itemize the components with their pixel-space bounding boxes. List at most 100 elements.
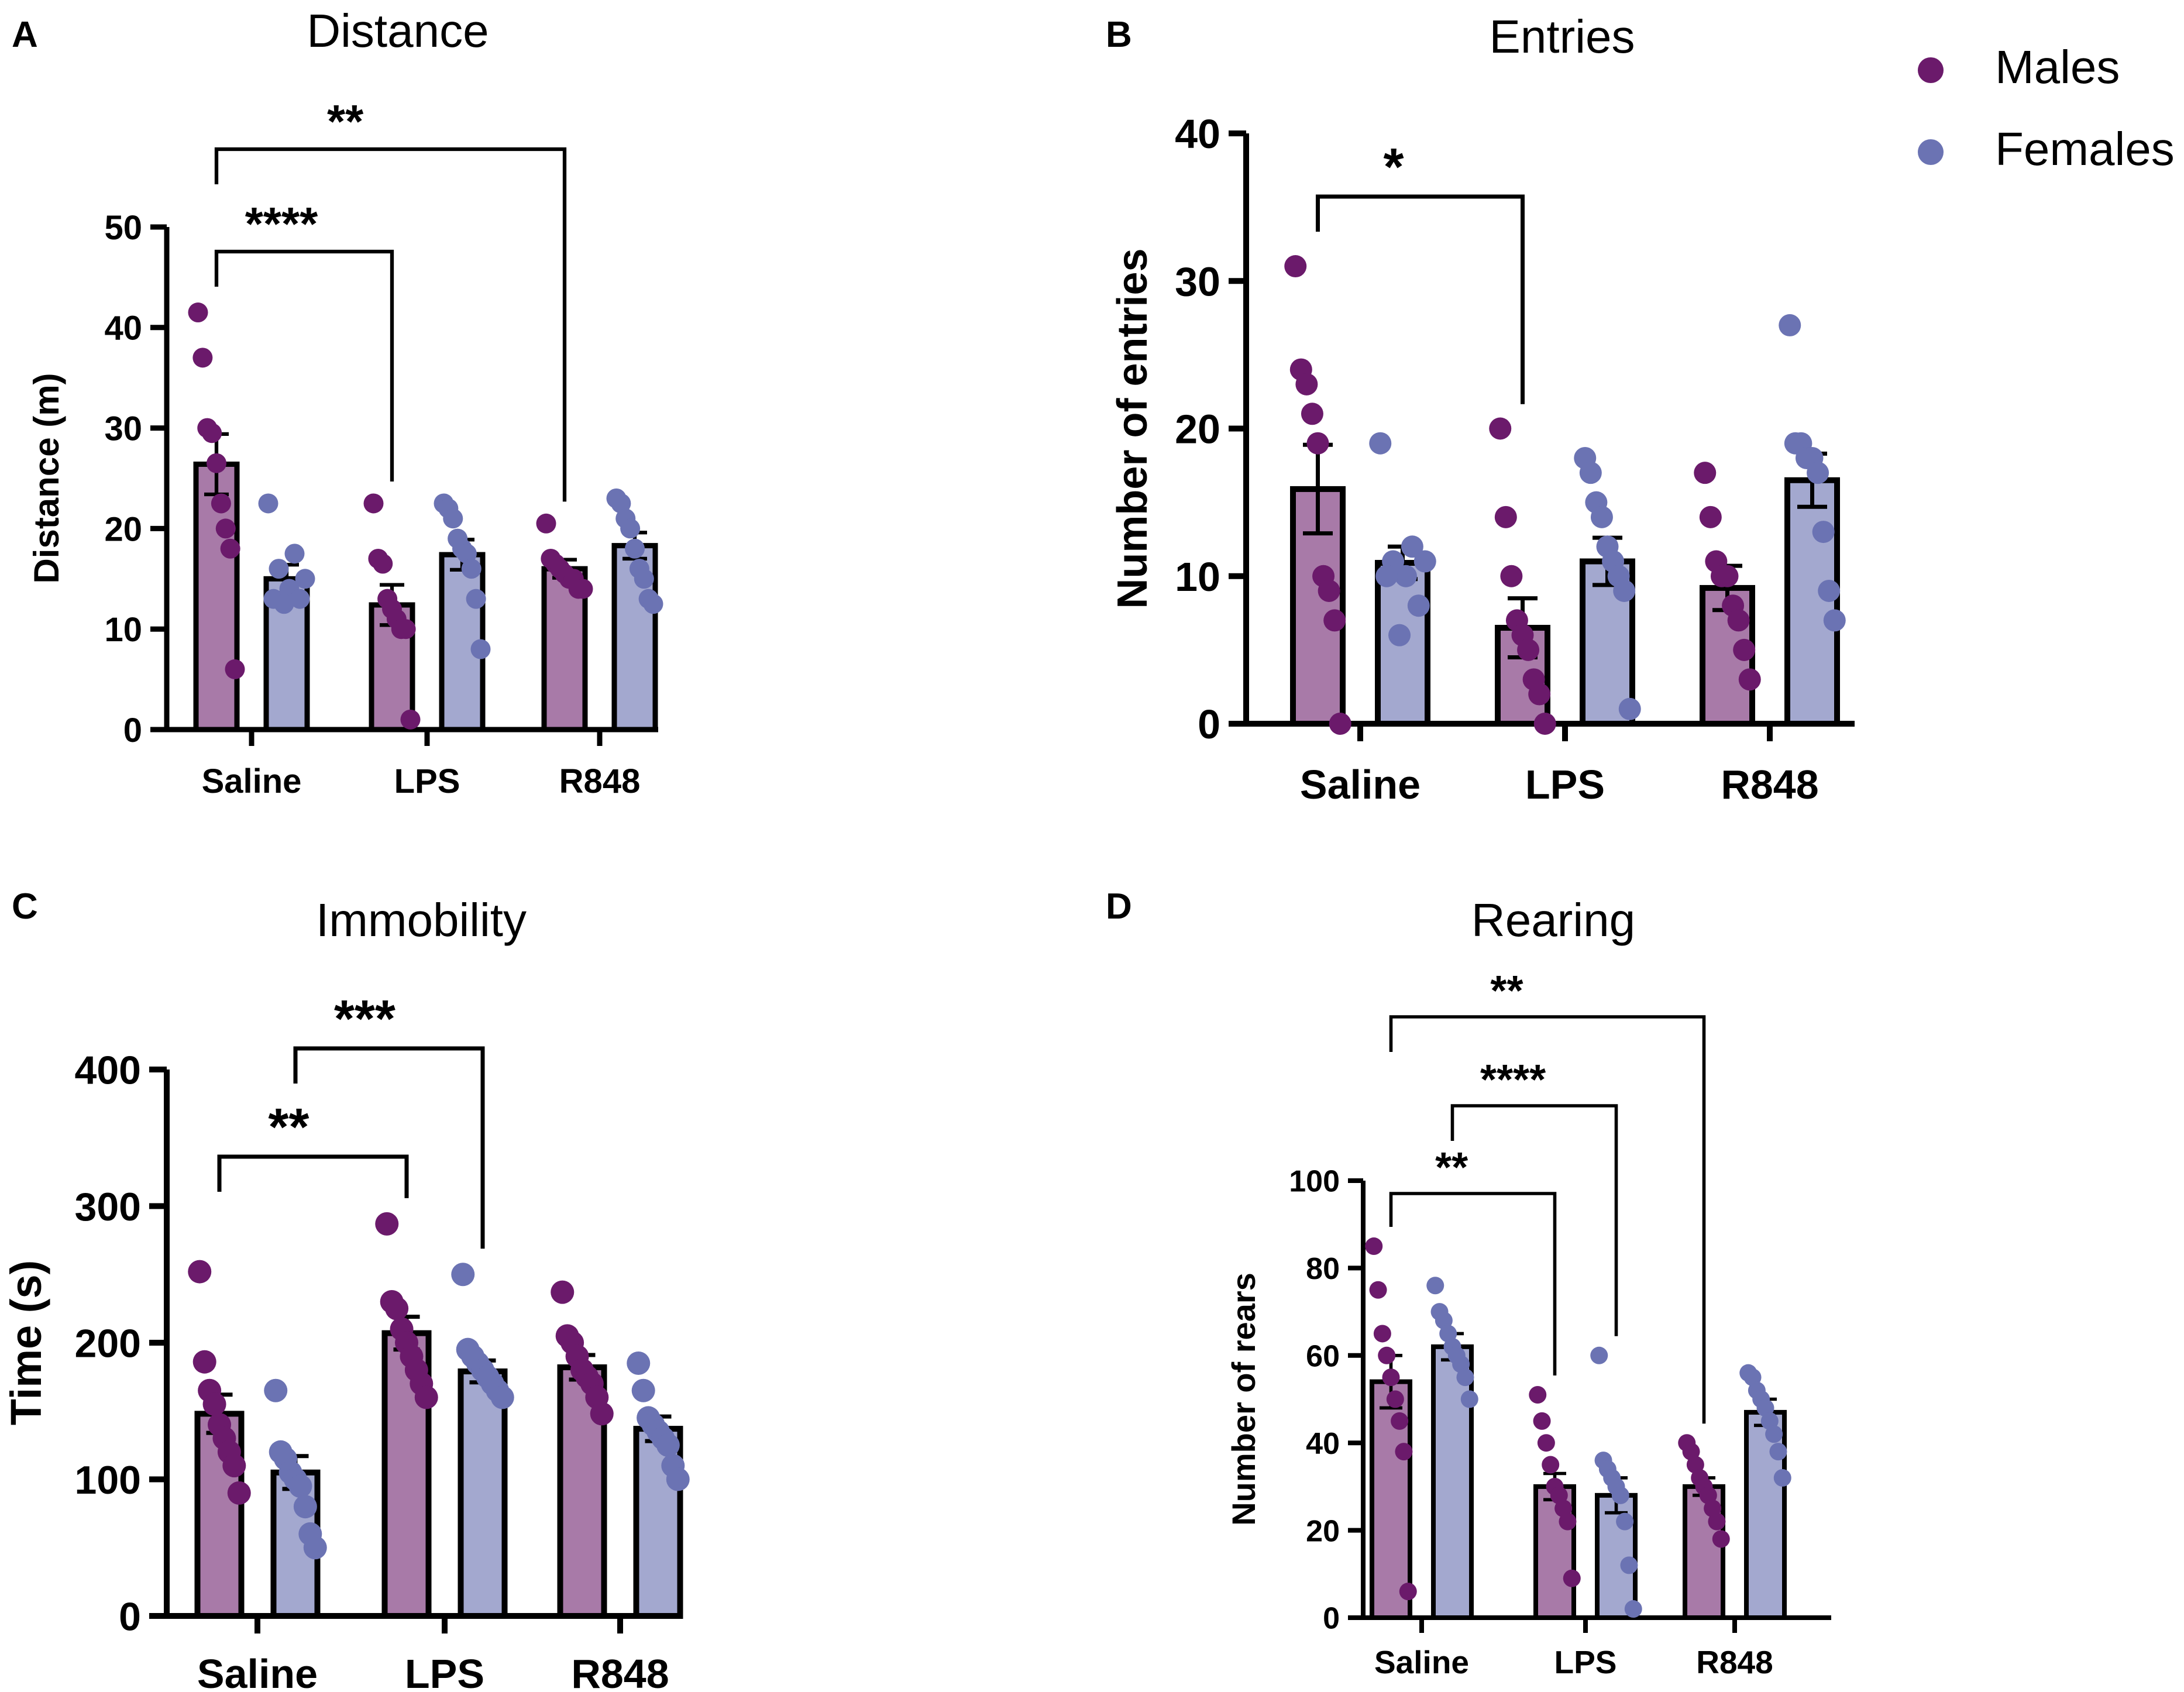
y-tick-label: 100: [75, 1458, 141, 1502]
data-point: [225, 659, 245, 679]
significance-label: **: [327, 95, 364, 147]
data-point: [1616, 1512, 1634, 1531]
y-tick-label: 40: [1306, 1427, 1340, 1461]
data-point: [264, 1378, 288, 1402]
data-point: [590, 1402, 614, 1426]
legend-males-marker: [1918, 57, 1944, 83]
data-point: [1620, 1556, 1638, 1574]
data-point: [1295, 373, 1318, 396]
data-point: [1369, 1281, 1387, 1299]
x-tick-label: R848: [559, 762, 641, 800]
data-point: [634, 569, 654, 589]
significance-label: ****: [245, 198, 318, 250]
y-tick-label: 200: [75, 1321, 141, 1366]
data-point: [1378, 1346, 1396, 1364]
data-point: [1395, 1443, 1413, 1461]
data-point: [227, 1481, 251, 1505]
data-point: [1590, 1346, 1608, 1364]
chart-title: Rearing: [1471, 894, 1635, 946]
data-point: [1618, 697, 1641, 720]
data-point: [1613, 579, 1636, 602]
data-point: [1388, 624, 1411, 646]
data-point: [1769, 1443, 1787, 1461]
legend-females-label: Females: [1995, 123, 2175, 175]
data-point: [536, 513, 556, 534]
data-point: [1533, 1412, 1551, 1430]
data-point: [1373, 1325, 1391, 1343]
data-point: [1807, 462, 1829, 484]
data-point: [290, 589, 310, 609]
data-point: [1823, 609, 1846, 632]
data-point: [631, 1378, 655, 1402]
data-point: [220, 538, 240, 559]
data-point: [192, 348, 213, 368]
y-tick-label: 50: [104, 209, 142, 247]
data-point: [1382, 1368, 1400, 1387]
data-point: [1712, 1530, 1730, 1548]
data-point: [1407, 594, 1430, 617]
x-tick-label: Saline: [197, 1651, 318, 1692]
data-point: [288, 1474, 312, 1498]
y-tick-label: 20: [104, 510, 142, 548]
x-tick-label: LPS: [405, 1651, 484, 1692]
data-point: [188, 1260, 212, 1284]
significance-bracket: [1316, 194, 1525, 404]
bar: [1431, 1344, 1474, 1621]
data-point: [400, 709, 421, 730]
x-tick-label: LPS: [1525, 762, 1605, 807]
data-point: [373, 553, 393, 574]
data-point: [1699, 505, 1722, 528]
panel-d: D Rearing 0 20 40 60 80 100 Number of rears Salin…: [1106, 886, 1831, 1680]
significance-bracket: [1450, 1104, 1618, 1336]
x-tick-label: LPS: [394, 762, 460, 800]
significance-label: ****: [1480, 1057, 1546, 1103]
data-point: [1401, 535, 1423, 558]
data-point: [211, 493, 231, 514]
data-point: [1818, 579, 1841, 602]
data-point: [375, 1212, 399, 1236]
data-point: [1399, 1583, 1417, 1601]
chart-title: Entries: [1490, 11, 1635, 63]
data-point: [1579, 462, 1602, 484]
y-tick-label: 10: [104, 611, 142, 649]
data-point: [202, 1392, 226, 1416]
data-point: [295, 569, 315, 589]
y-axis-label: Distance (m): [27, 373, 66, 583]
data-point: [643, 594, 663, 614]
data-point: [1694, 462, 1717, 484]
data-point: [1733, 638, 1756, 661]
data-point: [1369, 432, 1392, 455]
y-tick-label: 0: [1198, 701, 1220, 747]
data-point: [1537, 1434, 1555, 1452]
data-point: [1812, 521, 1835, 544]
data-point: [1765, 1425, 1783, 1443]
data-point: [1563, 1569, 1581, 1587]
data-point: [1494, 505, 1517, 528]
data-point: [1306, 432, 1329, 455]
y-tick-label: 100: [1289, 1165, 1340, 1199]
panel-c: C Immobility 0 100 200 300 400 Time (s) Saline LP…: [2, 886, 690, 1692]
y-tick-label: 60: [1306, 1340, 1340, 1374]
y-tick-label: 80: [1306, 1252, 1340, 1286]
y-tick-label: 20: [1306, 1514, 1340, 1548]
panel-b: B Entries 0 10 20 30 40 Number of entries Saline…: [1106, 11, 1855, 807]
data-point: [456, 544, 477, 564]
y-tick-label: 40: [1175, 111, 1220, 157]
data-point: [1738, 668, 1761, 691]
data-point: [1611, 1486, 1629, 1504]
data-point: [222, 1454, 246, 1478]
data-point: [1426, 1277, 1444, 1295]
data-point: [461, 559, 481, 579]
data-point: [1624, 1600, 1642, 1618]
data-point: [451, 1263, 475, 1287]
data-point: [627, 1351, 651, 1375]
data-point: [466, 589, 486, 609]
data-point: [207, 453, 226, 473]
y-tick-label: 10: [1175, 554, 1220, 600]
data-point: [1727, 609, 1750, 632]
x-tick-label: R848: [571, 1651, 669, 1692]
data-point: [414, 1385, 438, 1409]
data-point: [258, 493, 278, 514]
data-point: [1559, 1512, 1577, 1531]
data-point: [573, 579, 593, 599]
